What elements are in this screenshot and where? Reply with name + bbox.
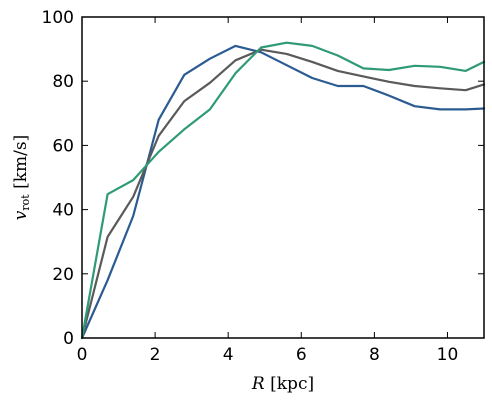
x-tick-label: 0 xyxy=(77,345,88,365)
y-axis-label-unit: [km/s] xyxy=(11,135,31,195)
x-tick-label: 10 xyxy=(437,345,459,365)
x-tick-label: 2 xyxy=(150,345,161,365)
y-tick-label: 20 xyxy=(52,265,74,285)
x-axis-label-var: R xyxy=(251,374,265,394)
y-tick-label: 80 xyxy=(52,72,74,92)
series-layer xyxy=(80,41,486,340)
series-line-3 xyxy=(80,41,486,340)
y-tick-label: 60 xyxy=(52,136,74,156)
series-line-1 xyxy=(80,44,486,340)
x-axis-label-unit: [kpc] xyxy=(265,374,314,394)
y-tick-label: 0 xyxy=(63,329,74,349)
y-axis-label-var: v xyxy=(11,210,31,220)
plot-frame xyxy=(81,16,485,339)
x-tick-label: 6 xyxy=(296,345,307,365)
y-tick-label: 40 xyxy=(52,201,74,221)
y-tick-label: 100 xyxy=(42,8,74,28)
y-axis-label-sub: rot xyxy=(19,194,32,211)
series-line-2 xyxy=(80,48,486,340)
x-axis-label: R [kpc] xyxy=(251,374,314,394)
x-tick-label: 4 xyxy=(223,345,234,365)
x-tick-label: 8 xyxy=(369,345,380,365)
y-axis-label: vrot [km/s] xyxy=(11,135,32,220)
